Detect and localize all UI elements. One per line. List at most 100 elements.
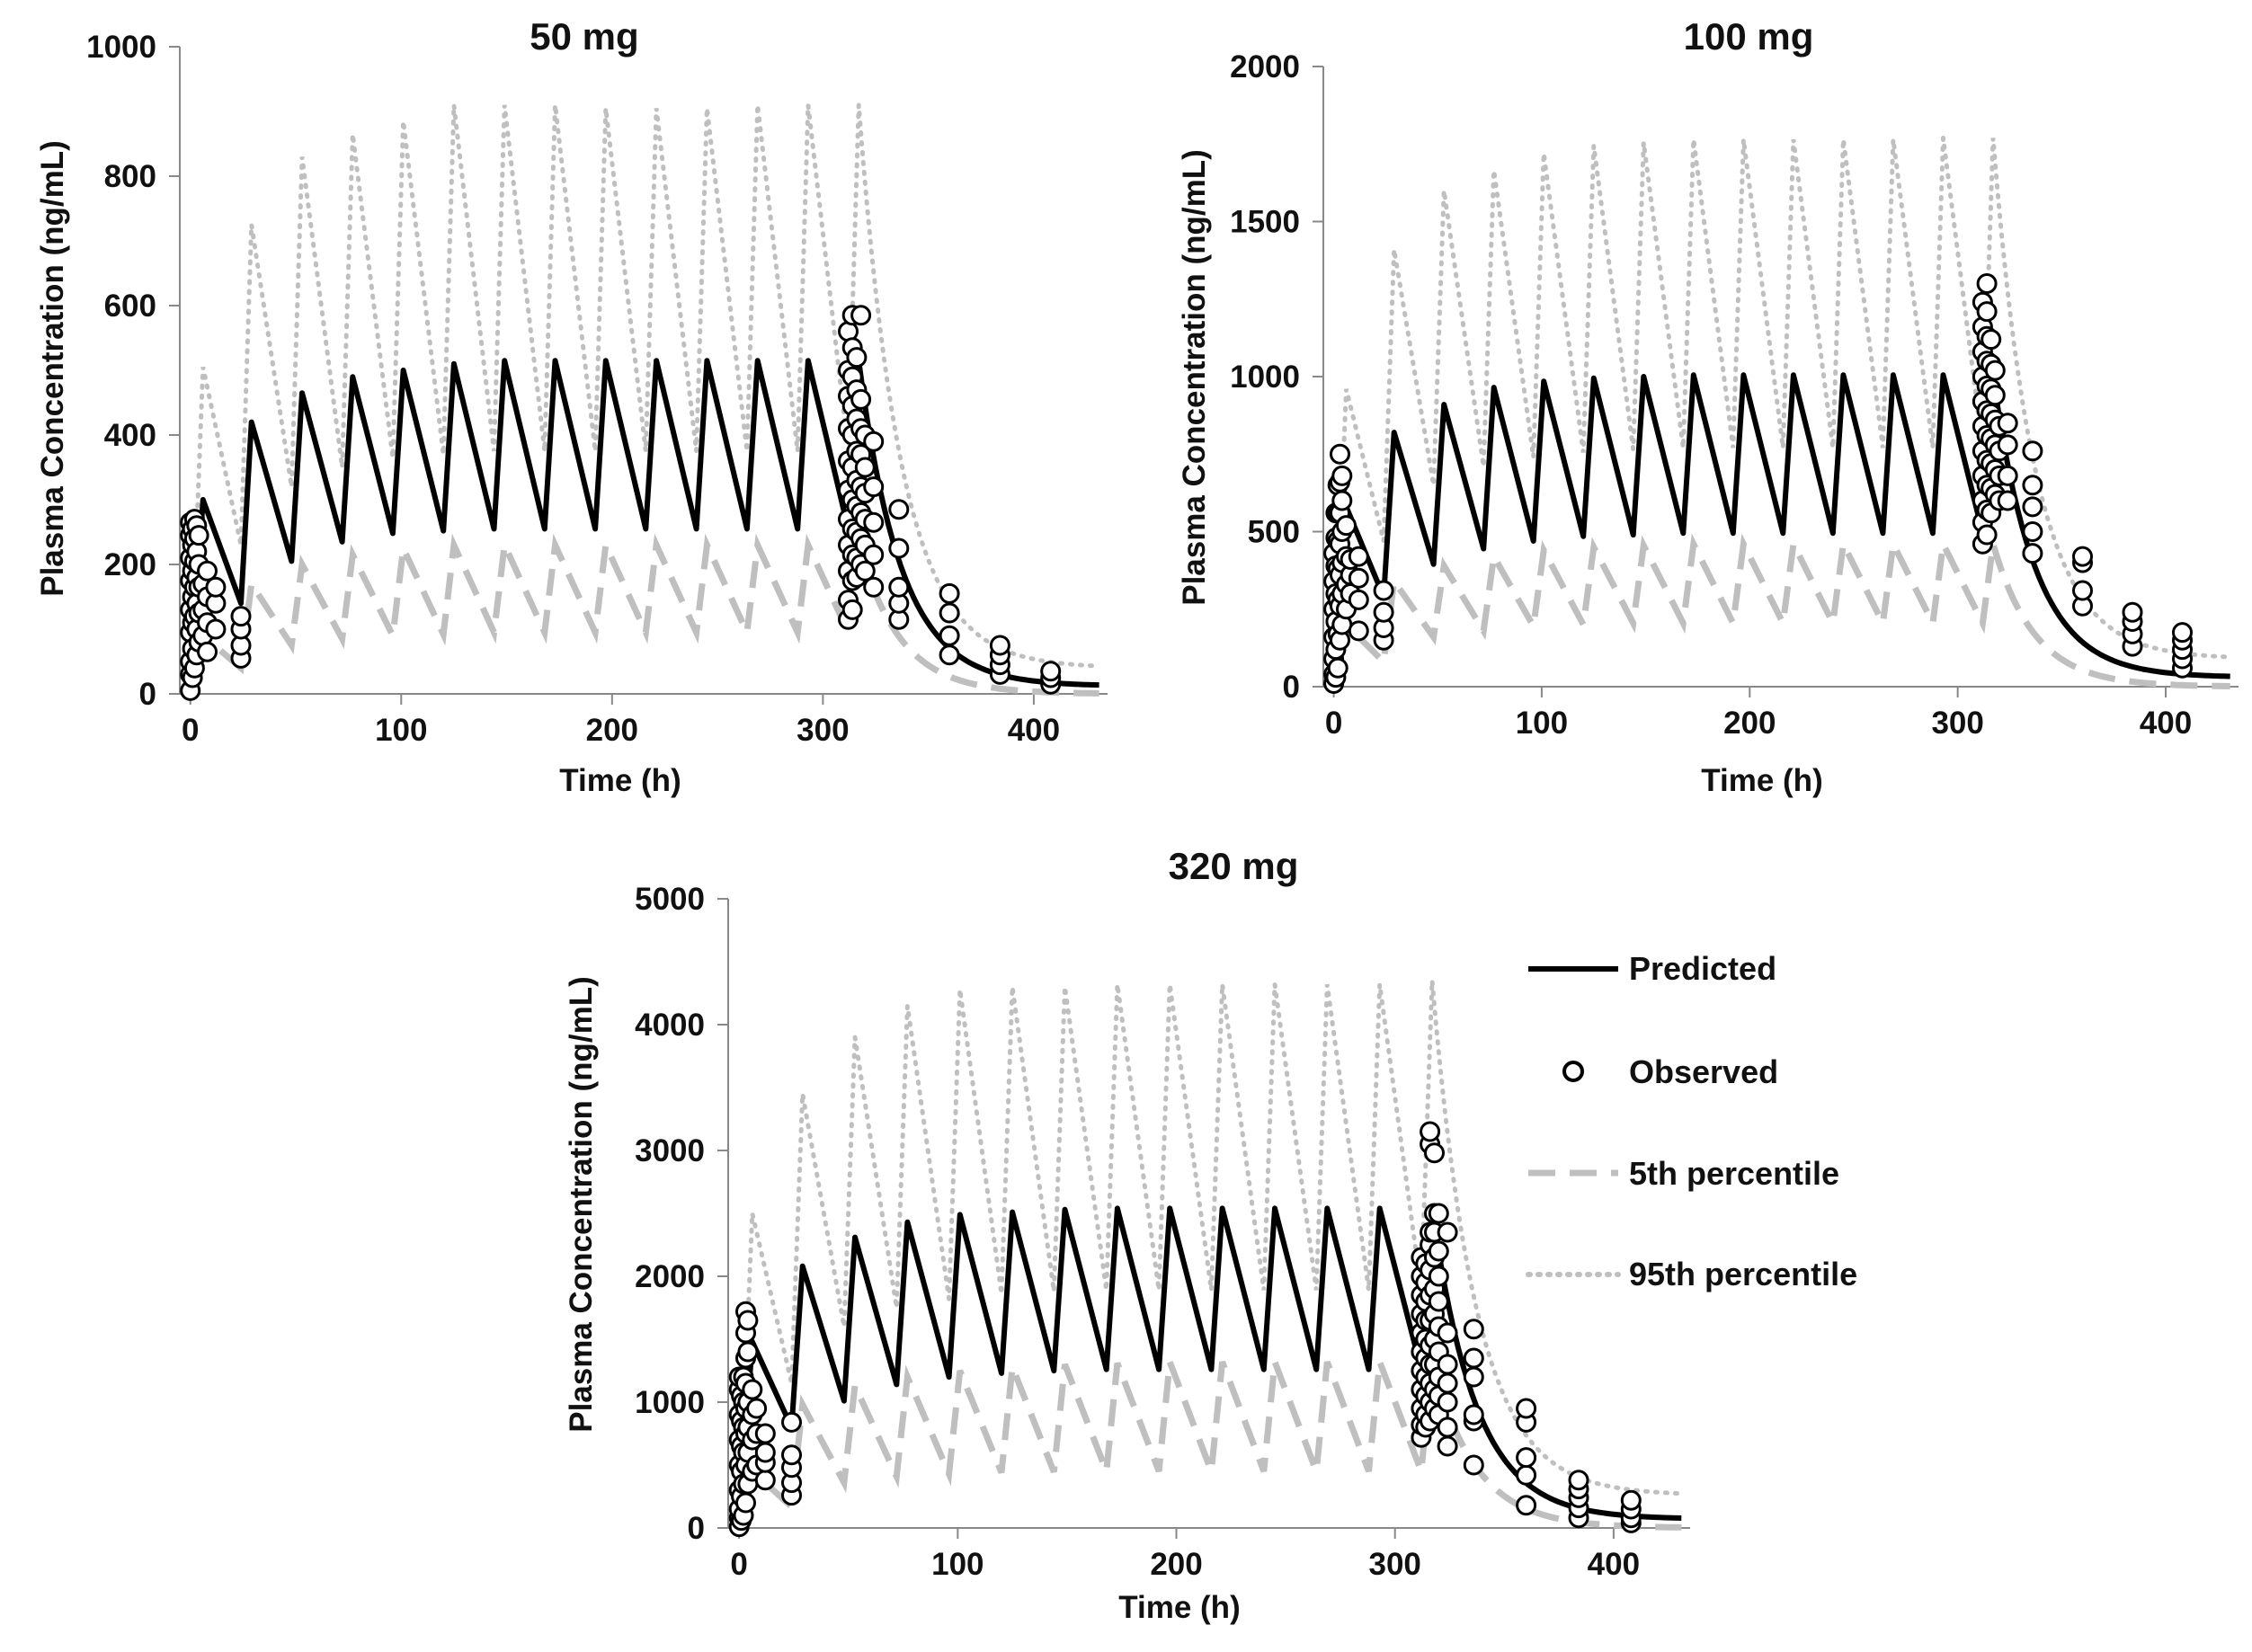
observed-point (854, 457, 876, 478)
observed-point (1620, 1489, 1642, 1511)
observed-point (781, 1411, 802, 1433)
x-tick-label: 400 (2140, 706, 2192, 741)
y-tick-label: 0 (1283, 670, 1300, 705)
panel-320mg: 320 mg Plasma Concentration (ng/mL) Time… (564, 845, 1690, 1625)
observed-point (863, 431, 885, 452)
observed-point (1348, 546, 1369, 567)
observed-point (1336, 515, 1357, 537)
observed-point (1331, 490, 1353, 511)
legend: Predicted Observed 5th percentile 95th p… (1526, 950, 1857, 1292)
panel-50mg: 50 mg Plasma Concentration (ng/mL) Time … (35, 15, 1108, 798)
x-tick-label: 100 (375, 713, 427, 748)
x-tick-label: 200 (1723, 706, 1776, 741)
observed-point (188, 525, 209, 546)
observed-point (1516, 1464, 1537, 1486)
observed-point (737, 1310, 759, 1331)
observed-point (2022, 543, 2043, 564)
series-line-95th-percentile (1331, 138, 2233, 689)
legend-item-observed: Observed (1562, 1053, 1778, 1090)
observed-point (1463, 1366, 1484, 1388)
panel-title: 50 mg (530, 15, 638, 58)
observed-point (197, 641, 218, 662)
observed-point (841, 599, 863, 620)
observed-point (1428, 1291, 1449, 1312)
observed-point (205, 576, 227, 598)
observed-point (1327, 657, 1349, 679)
observed-point (854, 560, 876, 582)
observed-point (1428, 1203, 1449, 1224)
y-tick-label: 1000 (1230, 360, 1300, 395)
observed-point (781, 1444, 802, 1466)
observed-point (2022, 496, 2043, 518)
observed-point (1997, 465, 2018, 486)
x-tick-label: 0 (730, 1547, 747, 1582)
legend-item-predicted: Predicted (1528, 950, 1776, 987)
legend-swatch-observed (1562, 1061, 1584, 1082)
observed-point (1437, 1322, 1458, 1344)
observed-point (2022, 521, 2043, 542)
x-tick-label: 400 (1008, 713, 1060, 748)
observed-point (939, 644, 960, 666)
series-line-predicted (736, 1205, 1682, 1529)
y-tick-label: 400 (104, 418, 156, 453)
y-tick-label: 500 (1248, 515, 1300, 550)
observed-point (1984, 360, 2006, 381)
series-line-5th-percentile (1331, 533, 2230, 689)
y-tick-label: 600 (104, 289, 156, 324)
observed-point (1428, 1266, 1449, 1287)
y-axis-label: Plasma Concentration (ng/mL) (35, 140, 70, 597)
series-line-95th-percentile (188, 104, 1102, 697)
y-tick-label: 3000 (635, 1133, 705, 1168)
y-tick-label: 1500 (1230, 205, 1300, 240)
observed-point (754, 1423, 776, 1444)
observed-point (1463, 1454, 1484, 1476)
observed-point (1516, 1447, 1537, 1469)
observed-point (1437, 1372, 1458, 1394)
x-axis-label: Time (h) (1701, 763, 1822, 798)
observed-point (939, 582, 960, 604)
observed-point (1437, 1391, 1458, 1413)
observed-point (1428, 1240, 1449, 1262)
legend-label: Predicted (1629, 950, 1776, 987)
observed-point (2172, 622, 2193, 644)
legend-item-95th: 95th percentile (1526, 1256, 1857, 1292)
observed-point (863, 576, 885, 598)
series-line-5th-percentile (735, 1360, 1682, 1531)
observed-point (850, 305, 872, 326)
observed-point (1437, 1354, 1458, 1375)
observed-point (742, 1379, 763, 1400)
x-tick-label: 0 (1325, 706, 1342, 741)
observed-point (989, 635, 1010, 656)
y-axis-label: Plasma Concentration (ng/mL) (564, 976, 599, 1433)
observed-point (888, 537, 910, 559)
x-axis-label: Time (h) (1118, 1590, 1240, 1625)
panel-title: 100 mg (1684, 15, 1814, 58)
observed-point (2072, 580, 2093, 601)
plot-area: 0 200 400 600 800 1000 0 100 200 300 400 (86, 30, 1108, 748)
panel-100mg: 100 mg Plasma Concentration (ng/mL) Time… (1177, 15, 2239, 798)
observed-point (1437, 1221, 1458, 1243)
x-tick-label: 300 (797, 713, 849, 748)
observed-point (2122, 601, 2143, 623)
observed-point (1997, 413, 2018, 434)
observed-point (846, 347, 868, 369)
observed-point (1516, 1495, 1537, 1516)
observed-point (746, 1398, 768, 1419)
observed-point (1516, 1398, 1537, 1419)
observed-point (1373, 601, 1394, 623)
observed-point (1040, 661, 1062, 682)
observed-point (2022, 475, 2043, 496)
observed-point (1348, 589, 1369, 610)
observed-point (1463, 1404, 1484, 1426)
observed-point (1976, 273, 1998, 294)
observed-point (1981, 329, 2002, 351)
observed-point (1348, 620, 1369, 642)
observed-point (1976, 301, 1998, 323)
x-tick-label: 300 (1931, 706, 1983, 741)
series-line-predicted (187, 358, 1099, 695)
series-line-predicted (1331, 372, 2230, 688)
y-tick-label: 0 (139, 677, 156, 712)
observed-point (1437, 1435, 1458, 1457)
y-tick-label: 0 (688, 1511, 705, 1546)
series-line-5th-percentile (187, 533, 1099, 697)
